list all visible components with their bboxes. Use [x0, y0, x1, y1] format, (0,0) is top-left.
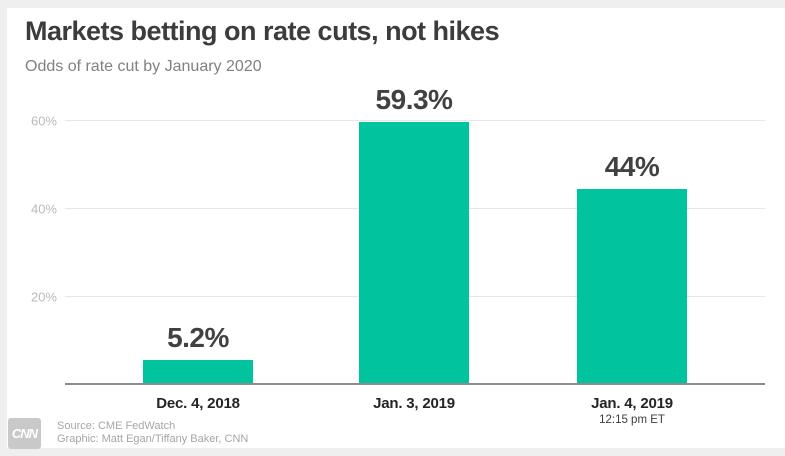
y-tick-label: 60% [30, 113, 57, 129]
gridline [65, 120, 765, 121]
bar-value-label: 44% [604, 151, 660, 183]
x-axis-label-text: Jan. 4, 2019 [591, 395, 673, 412]
bar-slot: 5.2% Dec. 4, 2018 [118, 95, 278, 412]
bar-slot: 44% Jan. 4, 2019 12:15 pm ET [552, 95, 712, 426]
y-tick-label: 40% [30, 201, 57, 217]
bar [359, 122, 469, 383]
page-margin-left [0, 0, 7, 456]
x-axis-label-text: Jan. 3, 2019 [373, 395, 455, 412]
bar [143, 360, 253, 383]
y-tick-label: 20% [30, 289, 57, 305]
x-axis-line [65, 383, 765, 385]
x-axis-sublabel: 12:15 pm ET [599, 414, 665, 426]
page-margin-top [0, 0, 785, 8]
bar [577, 189, 687, 383]
credit-line: Graphic: Matt Egan/Tiffany Baker, CNN [57, 432, 249, 445]
source-line: Source: CME FedWatch [57, 420, 176, 432]
x-axis-label: Dec. 4, 2018 [118, 395, 278, 412]
chart-subtitle: Odds of rate cut by January 2020 [25, 58, 262, 75]
chart-title: Markets betting on rate cuts, not hikes [25, 16, 500, 46]
x-axis-label-text: Dec. 4, 2018 [156, 395, 240, 412]
bar-chart-plot-area: 20% 40% 60% 5.2% Dec. 4, 2018 59.3% Jan. 3, 20… [31, 84, 765, 426]
page-margin-bottom [0, 448, 785, 456]
bar-slot: 59.3% Jan. 3, 2019 [334, 84, 494, 412]
footer-credits: Source: CME FedWatch Graphic: Matt Egan/… [57, 418, 248, 445]
x-axis-label: Jan. 4, 2019 12:15 pm ET [552, 395, 712, 426]
x-axis-label: Jan. 3, 2019 [334, 395, 494, 412]
footer: CNN Source: CME FedWatch Graphic: Matt E… [8, 418, 248, 449]
bar-value-label: 5.2% [167, 322, 229, 354]
bar-value-label: 59.3% [375, 84, 453, 116]
cnn-logo: CNN [8, 418, 41, 449]
